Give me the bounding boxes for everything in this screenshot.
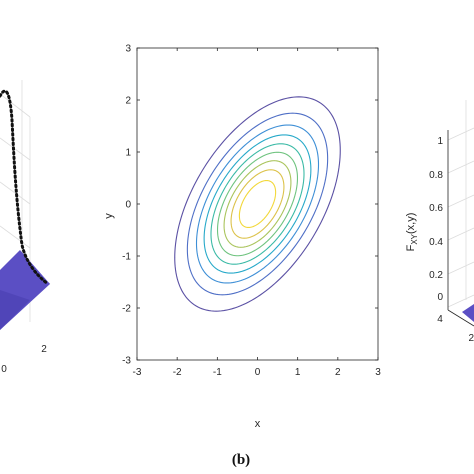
x-tick-label: 0 — [255, 367, 261, 378]
y-tick-label: 1 — [125, 148, 131, 159]
x-tick-label: 1 — [295, 367, 301, 378]
y-tick-label: -3 — [122, 356, 131, 367]
right-panel-base-axis — [447, 309, 474, 327]
x-tick-label: 3 — [375, 367, 381, 378]
left-panel-tick-label: 2 — [41, 344, 47, 355]
y-axis-label: y — [103, 213, 115, 219]
x-tick-label: -3 — [133, 367, 142, 378]
left-panel-grid-line — [0, 181, 31, 205]
left-panel: 2 0 — [0, 80, 51, 375]
right-panel-grid-line — [447, 227, 474, 241]
right-panel-z-tick-label: 0.4 — [429, 237, 443, 248]
right-panel-grid-line — [447, 294, 474, 308]
y-tick-label: -2 — [122, 304, 131, 315]
left-panel-tick-label: 0 — [1, 364, 7, 375]
x-tick-label: 2 — [335, 367, 341, 378]
right-panel-grid-line — [447, 127, 474, 141]
right-panel-z-axis-label: FXY(x,y) — [405, 213, 419, 252]
left-panel-grid-line — [0, 93, 31, 118]
right-panel-z-label-sub: XY — [410, 233, 419, 244]
contour-lines — [174, 96, 341, 312]
y-tick-label: 2 — [125, 96, 131, 107]
left-panel-grid-line — [0, 225, 31, 249]
contour-line — [203, 134, 312, 274]
left-panel-dotted-curve — [0, 89, 50, 286]
y-tick-label: 3 — [125, 44, 131, 55]
right-panel-z-tick-label: 1 — [437, 136, 443, 147]
right-panel-z-tick-label: 0.2 — [429, 270, 443, 281]
contour-line — [174, 96, 341, 312]
contour-line — [223, 160, 292, 248]
right-panel-grid-line — [447, 194, 474, 208]
right-panel-z-tick-label: 0 — [437, 292, 443, 303]
right-panel-grid-line — [447, 261, 474, 275]
contour-line — [195, 124, 320, 284]
y-tick-label: -1 — [122, 252, 131, 263]
y-tick-label: 0 — [125, 200, 131, 211]
right-panel-tick-label: 4 — [437, 314, 443, 325]
contour-line — [210, 143, 305, 265]
right-panel-tick-label: 2 — [468, 333, 474, 344]
right-panel-z-label-main: F — [405, 244, 417, 251]
contour-line — [230, 169, 285, 239]
contour-line — [186, 112, 329, 296]
x-tick-label: -1 — [213, 367, 222, 378]
panel-label: (b) — [232, 452, 250, 468]
right-panel-z-tick-label: 0.6 — [429, 203, 443, 214]
contour-line — [216, 151, 299, 257]
y-axis-ticks: 3 2 1 0 -1 -2 -3 — [122, 44, 378, 367]
x-axis-label: x — [255, 418, 261, 430]
contour-plot: -3 -2 -1 0 1 2 3 3 2 1 0 -1 -2 -3 x y — [103, 44, 381, 431]
contour-line — [238, 179, 277, 229]
plot-area-box — [136, 47, 379, 361]
x-tick-label: -2 — [173, 367, 182, 378]
right-panel-grid-line — [447, 160, 474, 174]
right-panel-surface — [462, 304, 474, 322]
left-panel-surface-shade — [0, 290, 30, 330]
right-panel-z-tick-label: 0.8 — [429, 170, 443, 181]
right-panel: 1 0.8 0.6 0.4 0.2 0 4 2 FXY(x,y) — [405, 100, 474, 344]
x-axis-ticks: -3 -2 -1 0 1 2 3 — [133, 48, 381, 378]
right-panel-z-label-tail: (x,y) — [405, 213, 417, 234]
